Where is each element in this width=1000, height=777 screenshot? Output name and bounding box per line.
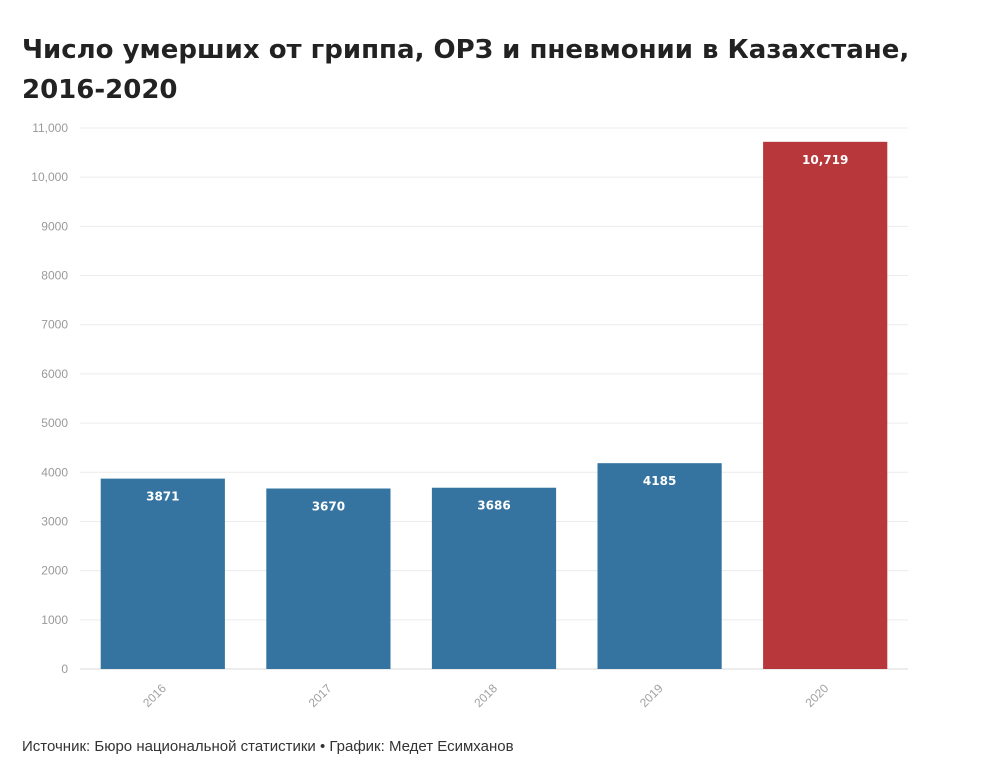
y-axis-ticks: 0 1000 2000 3000 4000 5000 6000 7000 8000 9000 10,… [31, 121, 68, 676]
data-label-2019: 4185 [643, 474, 676, 488]
data-label-2020: 10,719 [802, 153, 848, 167]
bar-2019 [597, 463, 722, 669]
x-tick-label: 2018 [471, 681, 500, 710]
y-tick-label: 0 [61, 662, 68, 676]
data-label-2018: 3686 [477, 499, 510, 513]
y-tick-label: 10,000 [31, 170, 68, 184]
bar-2017 [266, 488, 391, 669]
y-tick-label: 1000 [41, 613, 68, 627]
x-axis-ticks: 2016 2017 2018 2019 2020 [140, 681, 831, 710]
y-tick-label: 11,000 [32, 121, 68, 135]
bars [100, 141, 888, 670]
bar-chart: 0 1000 2000 3000 4000 5000 6000 7000 8000 9000 10,… [31, 121, 908, 710]
data-label-2016: 3871 [146, 490, 179, 504]
y-tick-label: 6000 [41, 367, 68, 381]
y-tick-label: 8000 [41, 269, 68, 283]
x-tick-label: 2017 [306, 681, 335, 710]
y-tick-label: 4000 [41, 465, 68, 479]
chart-source: Источник: Бюро национальной статистики •… [22, 738, 514, 755]
x-tick-label: 2020 [803, 681, 832, 710]
y-tick-label: 3000 [41, 514, 68, 528]
y-tick-label: 7000 [41, 318, 68, 332]
bar-2016 [100, 478, 225, 669]
x-tick-label: 2019 [637, 681, 666, 710]
bar-2020 [763, 141, 888, 670]
y-tick-label: 9000 [41, 219, 68, 233]
data-labels: 3871 3670 3686 4185 10,719 [146, 153, 848, 514]
data-label-2017: 3670 [312, 500, 345, 514]
y-tick-label: 2000 [41, 564, 68, 578]
y-tick-label: 5000 [41, 416, 68, 430]
chart-title: Число умерших от гриппа, ОРЗ и пневмонии… [22, 35, 910, 105]
bar-2018 [431, 487, 557, 669]
x-tick-label: 2016 [140, 681, 169, 710]
